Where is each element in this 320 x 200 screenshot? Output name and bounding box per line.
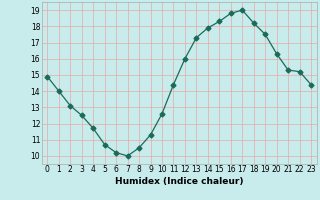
X-axis label: Humidex (Indice chaleur): Humidex (Indice chaleur): [115, 177, 244, 186]
